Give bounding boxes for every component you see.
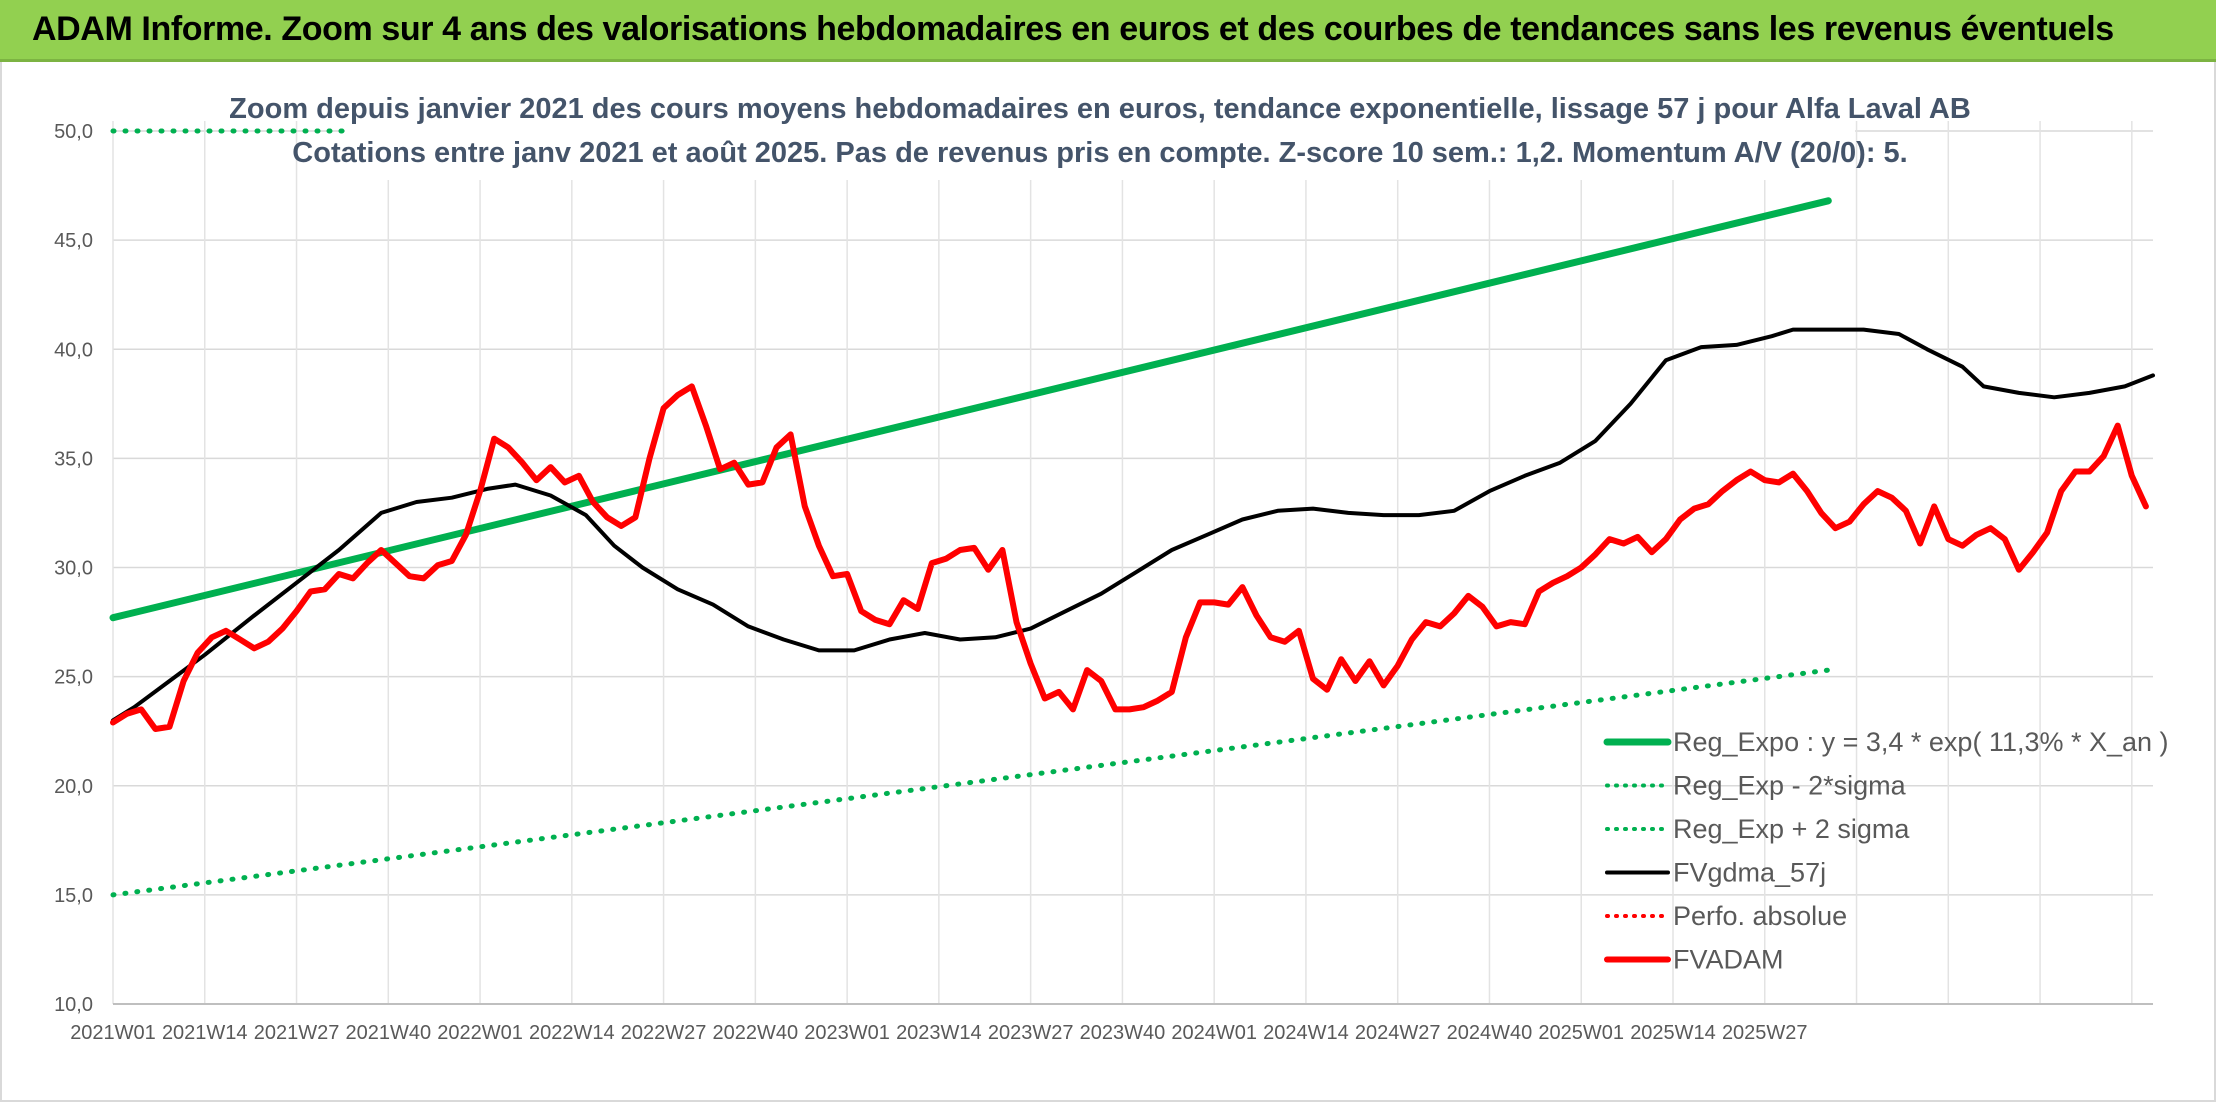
page-title: ADAM Informe. Zoom sur 4 ans des valoris…: [32, 10, 2114, 48]
title-backdrop: [345, 80, 1855, 180]
header-banner: ADAM Informe. Zoom sur 4 ans des valoris…: [0, 0, 2216, 62]
x-tick-label: 2023W40: [1080, 1022, 1166, 1044]
x-tick-label: 2021W14: [162, 1022, 248, 1044]
legend-entry-label: FVADAM: [1673, 945, 1784, 975]
x-tick-label: 2024W01: [1171, 1022, 1257, 1044]
x-tick-label: 2024W27: [1355, 1022, 1441, 1044]
chart-title: Zoom depuis janvier 2021 des cours moyen…: [229, 93, 1971, 125]
x-tick-label: 2022W40: [713, 1022, 799, 1044]
y-tick-label: 45,0: [54, 230, 93, 252]
legend-entry-label: Perfo. absolue: [1673, 901, 1847, 931]
trend-line-main: [109, 197, 1832, 622]
y-tick-label: 10,0: [54, 994, 93, 1016]
x-tick-label: 2024W40: [1447, 1022, 1533, 1044]
x-tick-label: 2022W14: [529, 1022, 615, 1044]
y-tick-label: 35,0: [54, 448, 93, 470]
fvadam-line: [110, 383, 2149, 732]
x-tick-label: 2021W27: [254, 1022, 340, 1044]
x-tick-label: 2022W01: [437, 1022, 523, 1044]
x-tick-label: 2025W27: [1722, 1022, 1808, 1044]
legend-entry-label: FVgdma_57j: [1673, 858, 1826, 888]
grid-lines: [112, 121, 2153, 1005]
y-tick-label: 50,0: [54, 121, 93, 143]
legend-entry-label: Reg_Exp + 2 sigma: [1673, 814, 1910, 844]
x-tick-label: 2023W01: [804, 1022, 890, 1044]
x-tick-label: 2024W14: [1263, 1022, 1349, 1044]
y-tick-label: 25,0: [54, 667, 93, 689]
y-tick-label: 15,0: [54, 885, 93, 907]
y-tick-label: 20,0: [54, 776, 93, 798]
legend-entry-label: Reg_Exp - 2*sigma: [1673, 771, 1907, 801]
x-tick-label: 2025W14: [1630, 1022, 1716, 1044]
x-tick-label: 2021W01: [70, 1022, 156, 1044]
x-tick-label: 2022W27: [621, 1022, 707, 1044]
x-tick-label: 2023W27: [988, 1022, 1074, 1044]
chart-subtitle: Cotations entre janv 2021 et août 2025. …: [292, 137, 1907, 169]
y-axis-ticks: 10,0 15,0 20,0 25,0 30,0 35,0 40,0 45,0 50,0: [54, 121, 93, 1016]
y-tick-label: 40,0: [54, 339, 93, 361]
y-tick-label: 30,0: [54, 558, 93, 580]
legend-entry-label: Reg_Expo : y = 3,4 * exp( 11,3% * X_an ): [1673, 727, 2169, 757]
legend: Reg_Expo : y = 3,4 * exp( 11,3% * X_an )…: [1603, 727, 2169, 975]
x-axis-ticks: 2021W01 2021W14 2021W27 2021W40 2022W01 2022W…: [70, 1022, 1807, 1044]
trend-line-lower: [110, 667, 1831, 898]
x-tick-label: 2023W14: [896, 1022, 982, 1044]
x-tick-label: 2021W40: [345, 1022, 431, 1044]
x-tick-label: 2025W01: [1538, 1022, 1624, 1044]
